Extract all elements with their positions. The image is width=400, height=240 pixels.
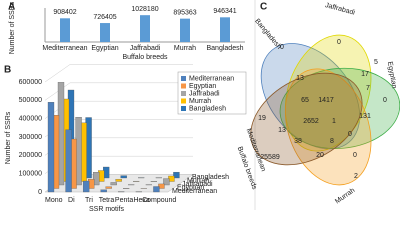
- bar: [220, 17, 230, 42]
- bar: [110, 182, 117, 186]
- grid-line: [44, 82, 193, 101]
- region-count: 2652: [303, 118, 319, 125]
- depth-label: Murrah: [187, 177, 209, 184]
- region-count: 0: [337, 39, 341, 46]
- x-tick-label: Tri: [85, 197, 93, 204]
- region-count: 25589: [260, 154, 280, 161]
- value-label: 946341: [213, 8, 236, 15]
- legend-swatch: [181, 76, 186, 81]
- y-tick-label: 600000: [19, 79, 42, 86]
- y-tick-label: 0: [38, 189, 42, 196]
- region-count: 5: [374, 59, 378, 66]
- x-tick-label: Egyptian: [91, 45, 118, 52]
- value-label: 726405: [93, 14, 116, 21]
- set-label: Murrah: [334, 187, 356, 206]
- bar: [92, 172, 100, 186]
- x-tick-label: Murrah: [174, 45, 196, 52]
- x-tick-label: Bangladesh: [207, 45, 244, 52]
- region-count: 13: [278, 127, 286, 134]
- legend-swatch: [181, 91, 186, 96]
- region-count: 1: [332, 118, 336, 125]
- y-tick-label: 200000: [19, 152, 42, 159]
- region-count: 20: [316, 152, 324, 159]
- region-count: 65: [301, 97, 309, 104]
- x-axis-label: Buffalo breeds: [122, 54, 168, 61]
- legend-swatch: [181, 98, 186, 104]
- bar: [82, 180, 90, 193]
- region-count: 0: [353, 152, 357, 159]
- region-count: 2: [354, 173, 358, 180]
- legend-label: Jaffrabadi: [189, 90, 220, 97]
- region-count: 0: [280, 44, 284, 51]
- bar: [65, 129, 72, 193]
- bar: [115, 179, 122, 182]
- region-count: 131: [359, 113, 371, 120]
- grid-line: [44, 64, 193, 83]
- depth-label: Egyptian: [177, 184, 204, 191]
- x-tick-label: Jaffrabadi: [130, 45, 161, 52]
- legend-box: [177, 71, 247, 115]
- y-tick-label: 100000: [19, 171, 42, 178]
- panel-label: C: [260, 2, 267, 13]
- legend-label: Bangladesh: [189, 105, 226, 112]
- y-tick-label: 300000: [19, 134, 42, 141]
- bar: [100, 23, 110, 42]
- x-tick-label: Mono: [45, 197, 63, 204]
- x-tick-label: Hexa: [133, 197, 149, 204]
- bar: [60, 18, 70, 42]
- legend-label: Mediterranean: [189, 75, 234, 82]
- legend-label: Murrah: [189, 98, 211, 105]
- region-count: 13: [296, 75, 304, 82]
- depth-label: Bangladesh: [192, 174, 229, 181]
- bar: [158, 183, 165, 189]
- set-ellipse: [284, 34, 372, 152]
- set-ellipse: [284, 68, 372, 186]
- bar: [47, 102, 55, 193]
- bar: [180, 18, 190, 42]
- legend-swatch: [181, 106, 186, 111]
- set-ellipse: [250, 72, 363, 166]
- set-label: Egyptian: [386, 61, 398, 89]
- legend-label: Egyptian: [189, 83, 216, 90]
- panel-label: A: [8, 2, 15, 13]
- x-tick-label: Compound: [142, 197, 176, 204]
- set-label: Jaffrabadi: [324, 2, 356, 17]
- bar: [153, 186, 160, 193]
- x-tick-label: Mediterranean: [42, 45, 87, 52]
- bar: [140, 15, 150, 42]
- value-label: 908402: [53, 9, 76, 16]
- x-tick-label: Penta: [115, 197, 133, 204]
- y-axis-label: Number of SSRs: [9, 1, 16, 54]
- region-count: 19: [258, 115, 266, 122]
- region-count: 0: [383, 97, 387, 104]
- depth-label: Mediterranean: [172, 188, 217, 195]
- bar: [163, 178, 170, 186]
- region-count: 7: [366, 85, 370, 92]
- y-tick-label: 400000: [19, 116, 42, 123]
- region-count: 0: [348, 131, 352, 138]
- value-label: 895363: [173, 9, 196, 16]
- legend-swatch: [181, 83, 186, 89]
- depth-label: Jaffrabadi: [182, 181, 213, 188]
- bar: [173, 171, 180, 179]
- region-count: 17: [361, 71, 369, 78]
- region-count: 8: [330, 138, 334, 145]
- region-count: 38: [294, 138, 302, 145]
- x-tick-label: Tetra: [99, 197, 115, 204]
- bar: [105, 186, 112, 189]
- set-label: Bangladesh: [253, 18, 282, 51]
- bar: [120, 175, 127, 179]
- bar: [100, 189, 107, 193]
- value-label: 1028180: [131, 6, 158, 13]
- y-tick-label: 500000: [19, 97, 42, 104]
- region-count: 1417: [318, 97, 334, 104]
- y-axis-label: Number of SSRs: [5, 111, 12, 164]
- x-axis-label: SSR motifs: [89, 206, 125, 213]
- panel-label: B: [4, 65, 11, 76]
- x-tick-label: Di: [68, 197, 75, 204]
